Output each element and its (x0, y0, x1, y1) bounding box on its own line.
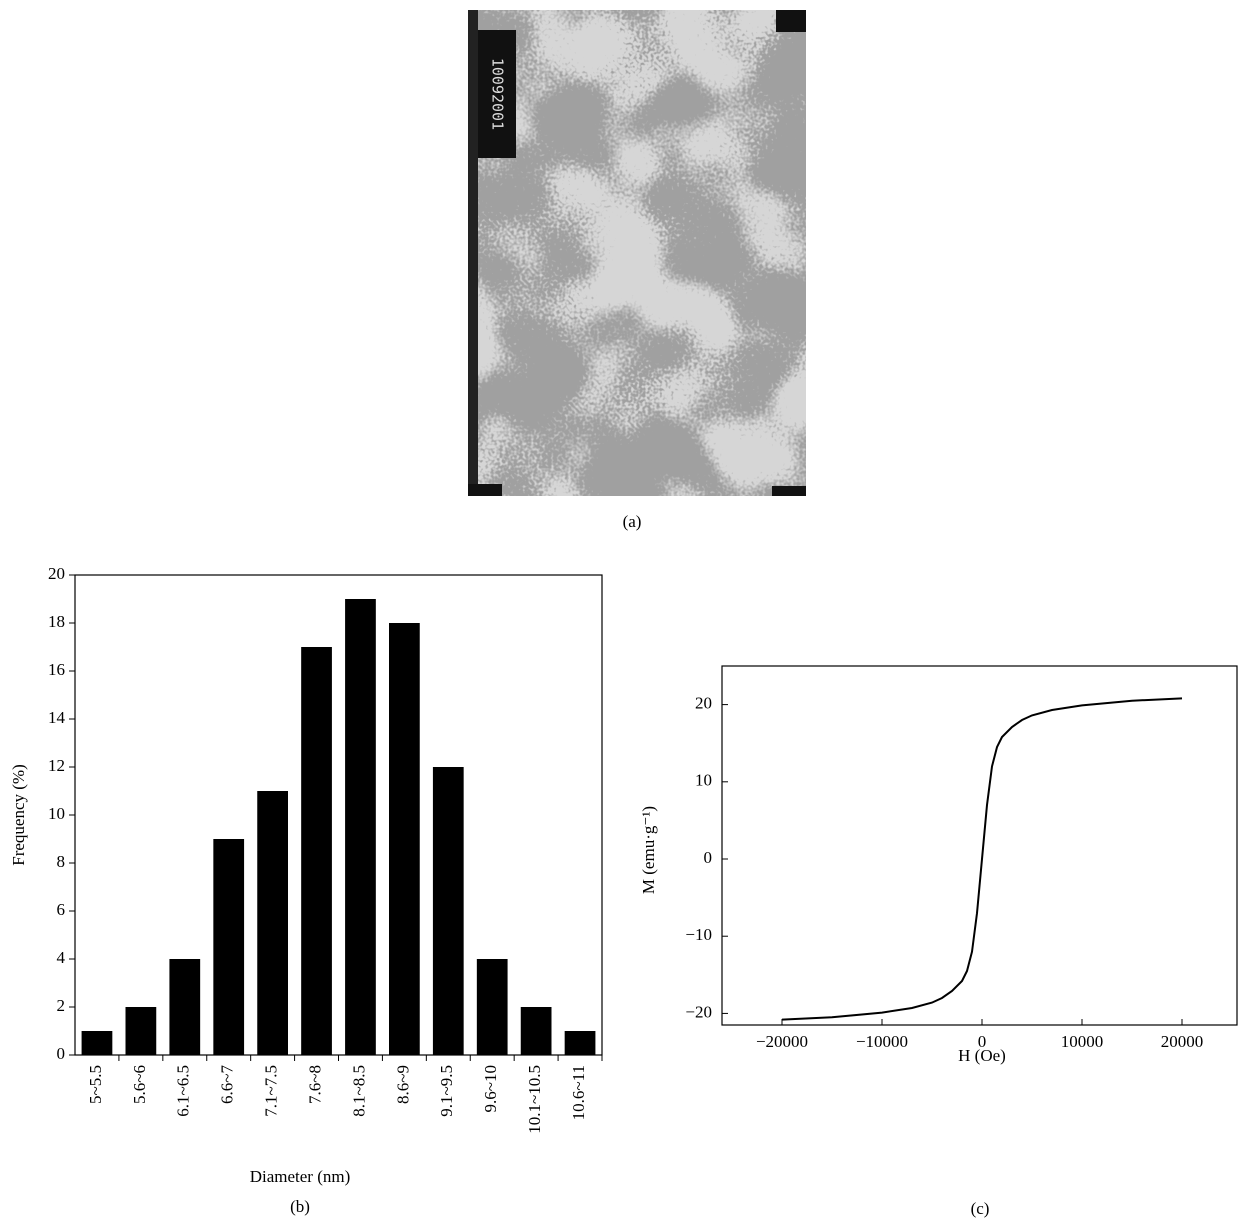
plot-frame (74, 574, 603, 1056)
bar (301, 647, 332, 1055)
y-tick-label: 12 (48, 756, 65, 775)
y-tick-label: 14 (48, 708, 66, 727)
stamp-box (478, 30, 516, 158)
particles (468, 10, 806, 496)
y-tick-label: 0 (57, 1044, 66, 1063)
x-tick-label: 8.6~9 (393, 1065, 412, 1104)
micrograph: 10092001 (468, 10, 806, 496)
x-tick-label: 7.1~7.5 (262, 1065, 281, 1117)
y-tick-label: −10 (685, 925, 712, 944)
x-tick-label: 7.6~8 (305, 1065, 324, 1104)
x-tick-label: 10000 (1061, 1032, 1104, 1051)
x-tick-label: 6.6~7 (218, 1065, 237, 1104)
x-tick-label: 9.6~10 (481, 1065, 500, 1112)
stamp: 10092001 (489, 58, 507, 130)
y-tick-label: 20 (695, 694, 712, 713)
x-tick-label: 10.6~11 (569, 1065, 588, 1120)
bar (81, 1031, 113, 1055)
y-tick-label: 16 (48, 660, 65, 679)
y-axis-label: Frequency (%) (9, 764, 28, 866)
corner (468, 484, 502, 496)
x-tick-label: 6.1~6.5 (174, 1065, 193, 1117)
y-tick-label: 8 (57, 852, 66, 871)
corner (772, 486, 806, 496)
bar (520, 1007, 552, 1055)
y-tick-label: 6 (57, 900, 66, 919)
y-tick-label: 4 (57, 948, 66, 967)
bar (476, 959, 508, 1055)
y-tick-label: 18 (48, 612, 65, 631)
x-axis-label: H (Oe) (958, 1046, 1006, 1065)
bar (389, 623, 420, 1055)
bar (125, 1007, 157, 1055)
y-tick-label: −20 (685, 1002, 712, 1021)
x-tick-label: 5.6~6 (130, 1065, 149, 1104)
curve (781, 697, 1183, 1021)
x-tick-label: 9.1~9.5 (437, 1065, 456, 1117)
bar (257, 791, 288, 1055)
y-tick-label: 2 (57, 996, 66, 1015)
corner (776, 10, 806, 32)
y-tick-label: 0 (704, 848, 713, 867)
y-tick-label: 20 (48, 564, 65, 583)
caption: (b) (290, 1197, 310, 1216)
x-axis-label: Diameter (nm) (250, 1167, 351, 1186)
caption: (c) (971, 1199, 990, 1218)
y-axis-label: M (emu·g⁻¹) (639, 806, 658, 894)
y-tick-label: 10 (695, 771, 712, 790)
bar (345, 599, 376, 1055)
y-tick-label: 10 (48, 804, 65, 823)
bar (213, 839, 245, 1055)
bar (564, 1031, 596, 1055)
x-tick-label: 5~5.5 (86, 1065, 105, 1104)
x-tick-label: 10.1~10.5 (525, 1065, 544, 1134)
plot-frame (721, 665, 1238, 1026)
x-tick-label: 0 (978, 1032, 987, 1051)
caption: (a) (623, 512, 642, 531)
bar (169, 959, 201, 1055)
x-tick-label: 20000 (1161, 1032, 1204, 1051)
x-tick-label: 8.1~8.5 (349, 1065, 368, 1117)
film-edge (468, 10, 478, 496)
x-tick-label: −20000 (756, 1032, 808, 1051)
x-tick-label: −10000 (856, 1032, 908, 1051)
bar (432, 767, 464, 1055)
